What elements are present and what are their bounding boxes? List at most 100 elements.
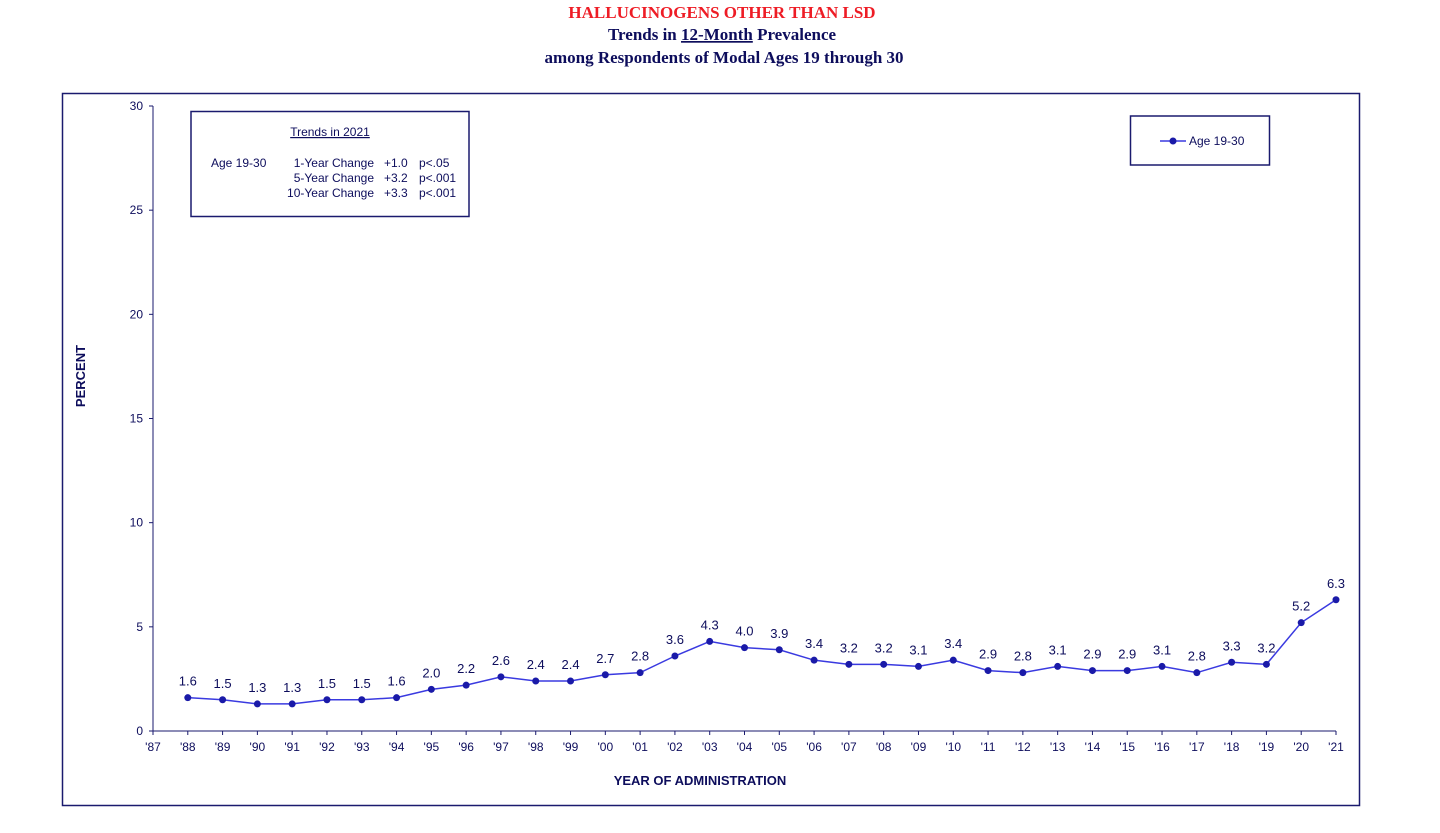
data-label: 2.4 [561,657,579,672]
data-point [219,696,227,704]
x-tick-label: '21 [1328,740,1344,754]
data-label: 6.3 [1327,576,1345,591]
x-tick-label: '05 [771,740,787,754]
data-point [1054,662,1062,670]
data-label: 2.6 [492,653,510,668]
x-tick-label: '89 [215,740,231,754]
data-point [845,660,853,668]
y-tick-label: 20 [130,307,144,321]
series-age-19-30: 1.6 1.5 1.3 1.3 1.5 1.5 1.6 2.0 2.2 2.6 2.4 2.4 2.7 2… [179,576,1345,708]
data-label: 4.0 [735,624,753,639]
data-point [567,677,575,685]
data-label: 3.4 [944,636,962,651]
data-point [1262,660,1270,668]
x-tick-label: '94 [389,740,405,754]
data-label: 2.8 [1014,649,1032,664]
data-point [358,696,366,704]
data-point [601,671,609,679]
x-tick-label: '97 [493,740,509,754]
x-tick-label: '17 [1189,740,1205,754]
chart-subtitle: Trends in 12-Month Prevalence [608,25,837,44]
data-point [880,660,888,668]
data-point [427,685,435,693]
data-point [184,694,192,702]
legend-marker [1169,137,1177,145]
y-tick-label: 25 [130,203,144,217]
trends-group: Age 19-30 [211,156,267,170]
data-label: 3.1 [1153,642,1171,657]
x-tick-label: '04 [737,740,753,754]
data-point [393,694,401,702]
data-point [253,700,261,708]
data-label: 2.0 [422,665,440,680]
data-point [914,662,922,670]
x-tick-label: '18 [1224,740,1240,754]
x-tick-label: '87 [145,740,161,754]
trend-p: p<.001 [419,171,456,185]
data-label: 5.2 [1292,599,1310,614]
chart-frame [61,92,1361,807]
trend-change: +1.0 [384,156,408,170]
trend-label: 1-Year Change [294,156,375,170]
data-point [1228,658,1236,666]
x-tick-label: '09 [911,740,927,754]
data-label: 3.4 [805,636,823,651]
x-tick-label: '06 [806,740,822,754]
x-tick-label: '15 [1119,740,1135,754]
series-line [187,599,1337,705]
data-point [462,681,470,689]
data-label: 1.5 [214,676,232,691]
trend-change: +3.2 [384,171,408,185]
data-label: 3.1 [1049,642,1067,657]
x-tick-label: '98 [528,740,544,754]
x-tick-label: '93 [354,740,370,754]
data-point [1193,669,1201,677]
x-tick-label: '08 [876,740,892,754]
x-axis-label: YEAR OF ADMINISTRATION [614,773,787,788]
data-point [323,696,331,704]
data-point [636,669,644,677]
y-tick-label: 0 [136,724,143,738]
x-tick-label: '92 [319,740,335,754]
x-tick-label: '10 [945,740,961,754]
data-label: 3.2 [875,640,893,655]
x-tick-label: '03 [702,740,718,754]
x-tick-label: '16 [1154,740,1170,754]
x-tick-label: '02 [667,740,683,754]
data-point [1332,596,1340,604]
x-tick-label: '14 [1085,740,1101,754]
y-tick-label: 30 [130,99,144,113]
axes: 0 5 10 15 20 25 30 '87 '88 '89 '90 '91 '92 '93 '94 '95 '… [130,99,1345,754]
data-point [671,652,679,660]
data-point [1123,667,1131,675]
trend-p: p<.001 [419,186,456,200]
x-tick-label: '13 [1050,740,1066,754]
x-tick-label: '96 [458,740,474,754]
data-label: 4.3 [701,617,719,632]
data-label: 2.9 [1118,647,1136,662]
x-tick-label: '07 [841,740,857,754]
data-label: 1.5 [353,676,371,691]
x-tick-label: '19 [1259,740,1275,754]
data-point [532,677,540,685]
x-tick-label: '88 [180,740,196,754]
trend-label: 5-Year Change [294,171,375,185]
legend: Age 19-30 [1129,115,1271,166]
data-label: 3.2 [1257,640,1275,655]
data-point [288,700,296,708]
data-point [1158,662,1166,670]
x-tick-label: '95 [424,740,440,754]
x-tick-label: '01 [632,740,648,754]
x-tick-label: '20 [1293,740,1309,754]
data-label: 3.9 [770,626,788,641]
trend-change: +3.3 [384,186,408,200]
data-point [1297,619,1305,627]
data-label: 2.2 [457,661,475,676]
data-label: 2.4 [527,657,545,672]
y-tick-label: 5 [136,620,143,634]
data-point [497,673,505,681]
chart-title: HALLUCINOGENS OTHER THAN LSD [568,3,875,22]
data-label: 1.6 [179,674,197,689]
trends-heading: Trends in 2021 [290,125,370,139]
data-label: 2.9 [979,647,997,662]
